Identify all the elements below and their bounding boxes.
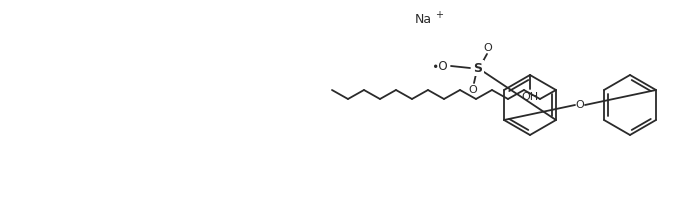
Text: O: O [484,43,492,53]
Text: ∙O: ∙O [431,60,448,72]
Text: +: + [435,10,443,20]
Text: Na: Na [415,13,432,26]
Text: S: S [473,61,482,74]
Text: OH: OH [521,92,539,102]
Text: O: O [576,100,584,110]
Text: O: O [468,85,477,95]
